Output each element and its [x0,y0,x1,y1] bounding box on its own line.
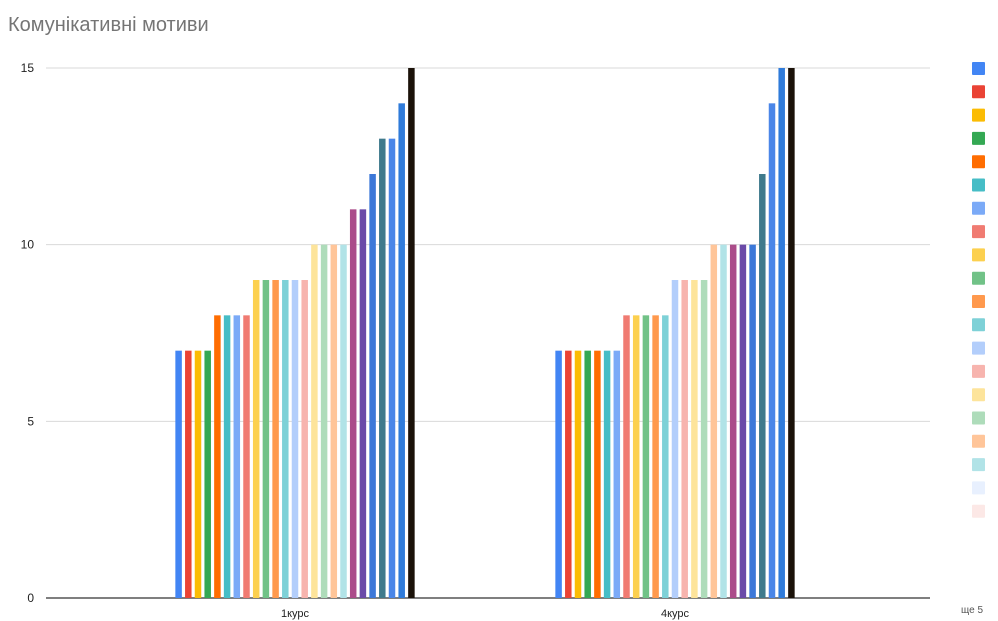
x-tick-label: 1курс [281,608,310,620]
bar [574,350,582,598]
legend-swatch [972,62,985,75]
bar [369,174,376,598]
bar [710,244,718,598]
legend-swatch [972,108,985,122]
chart-title: Комунікативні мотиви [8,14,209,36]
legend-swatch [972,504,985,518]
bar [252,280,260,598]
bar [311,244,318,598]
bar [594,350,601,598]
y-tick-label: 15 [21,61,35,75]
bar [555,350,562,598]
bar [642,315,650,598]
bar [759,174,766,598]
legend-swatch [972,364,985,378]
bar [632,315,640,598]
legend-swatch [972,178,985,192]
legend-swatch [972,85,985,99]
bar [565,350,572,598]
bar [194,350,202,598]
legend-swatch [972,271,985,285]
bar [185,350,192,598]
bar [613,350,621,598]
bar [359,209,367,599]
legend-swatch [972,388,985,402]
legend-swatch [972,434,985,448]
bar [691,280,698,598]
legend-swatch [972,201,985,215]
legend-swatch [972,155,985,169]
bar [720,244,727,598]
bar [652,315,659,598]
bar [700,280,708,598]
bar [739,244,747,598]
bar [340,244,347,598]
bar [778,68,785,598]
x-tick-label: 4курс [661,608,690,620]
bar [291,280,299,598]
bar [320,244,328,598]
bar [681,280,688,598]
y-tick-label: 5 [27,414,34,428]
bar [243,315,250,598]
legend-swatch [972,131,985,145]
bar [388,138,396,598]
legend-swatch [972,481,985,495]
bar [379,138,386,598]
bar [233,315,241,598]
legend-swatch [972,341,985,355]
y-tick-label: 0 [27,591,34,605]
bar [623,315,630,598]
legend-swatch [972,225,985,239]
bar [662,315,669,598]
bar [272,280,279,598]
bar [175,350,182,598]
bar [729,244,737,598]
bar [749,244,756,598]
bar [301,280,308,598]
bar [584,350,591,598]
bar [671,280,679,598]
bar [398,103,405,598]
bar [330,244,338,598]
y-tick-label: 10 [21,238,35,252]
legend-swatch [972,248,985,262]
legend-swatch [972,411,985,425]
legend-swatch [972,318,985,332]
bar [408,68,415,598]
bar [262,280,270,598]
bar [768,103,776,598]
bar [282,280,289,598]
bar [204,350,211,598]
bar [603,350,611,598]
bar [223,315,231,598]
bar [788,68,795,598]
bar [349,209,357,599]
legend-more-label[interactable]: ще 5 [961,605,984,616]
bar [214,315,221,598]
legend-swatch [972,295,985,308]
legend-swatch [972,458,985,472]
